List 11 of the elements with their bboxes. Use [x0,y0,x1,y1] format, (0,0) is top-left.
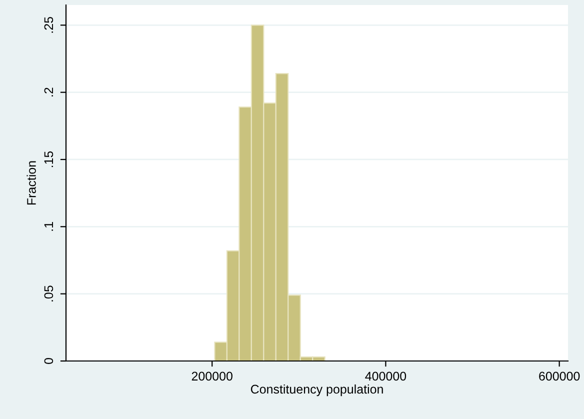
y-tick-label: .25 [44,16,54,33]
y-tick-label: .15 [44,151,54,168]
y-axis-title: Fraction [26,161,36,205]
y-tick-label: .2 [44,88,53,96]
x-tick-label: 400000 [365,372,406,381]
x-tick-label: 200000 [192,372,232,381]
x-axis-title: Constituency population [250,384,383,396]
x-tick-label: 600000 [539,372,580,381]
y-tick-label: 0 [44,358,54,364]
y-tick-label: .05 [44,286,54,302]
y-tick-label: .1 [44,222,53,231]
